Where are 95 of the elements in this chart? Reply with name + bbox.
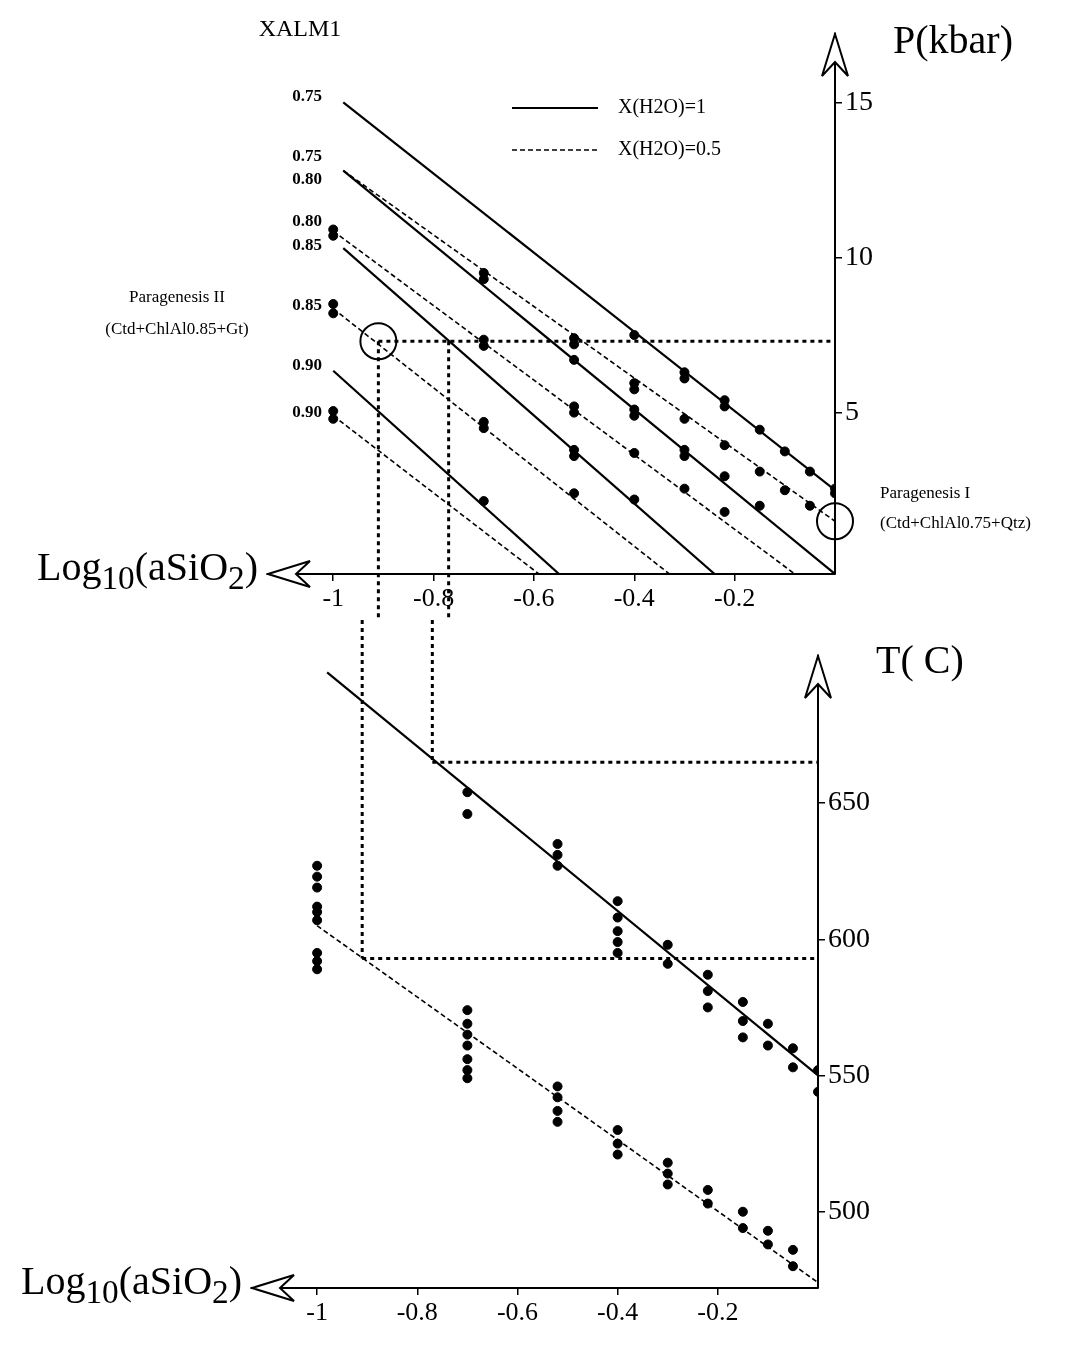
point	[312, 947, 323, 958]
point	[612, 947, 623, 958]
point	[612, 1125, 623, 1135]
x-axis-title: Log$_{10}$(aSiO$_{2}$)	[21, 1257, 243, 1310]
y-tick-label: 5	[845, 394, 859, 426]
point	[328, 308, 339, 319]
point	[762, 1040, 773, 1051]
point	[662, 939, 673, 950]
point	[312, 964, 323, 975]
y-tick-label: 550	[828, 1057, 870, 1089]
point	[612, 1149, 623, 1160]
annotation: 0.75	[292, 146, 322, 166]
x-tick-label: -0.2	[714, 583, 756, 613]
x-tick-label: -1	[306, 1297, 328, 1327]
point	[787, 1062, 798, 1073]
y-tick-label: 500	[828, 1194, 870, 1226]
point	[719, 506, 730, 517]
point	[552, 838, 563, 849]
point	[702, 1002, 713, 1013]
annotation: 0.85	[292, 295, 322, 315]
y-tick-label: 600	[828, 921, 870, 953]
point	[679, 413, 690, 424]
point	[787, 1244, 798, 1255]
point	[552, 1116, 563, 1127]
x-tick-label: -0.2	[697, 1297, 739, 1327]
point	[762, 1225, 773, 1236]
annotation: 0.90	[292, 355, 322, 375]
annotation: XALM1	[258, 15, 342, 42]
point	[569, 488, 580, 499]
point	[612, 912, 623, 923]
legend-label: X(H2O)=1	[618, 95, 706, 119]
point	[679, 451, 690, 462]
point	[462, 1005, 473, 1016]
point	[702, 969, 713, 980]
point	[462, 1040, 473, 1051]
point	[612, 926, 623, 937]
point	[804, 500, 815, 511]
point	[702, 1184, 713, 1195]
point	[478, 496, 489, 507]
point	[552, 849, 563, 860]
point	[552, 1081, 563, 1092]
point	[737, 1032, 748, 1043]
annotation: 0.80	[292, 169, 322, 189]
point	[462, 1018, 473, 1029]
annotation: 0.90	[292, 402, 322, 422]
x-tick-label: -0.8	[413, 583, 455, 613]
point	[312, 882, 323, 893]
point	[737, 1223, 748, 1234]
point	[754, 466, 765, 477]
point	[552, 1105, 563, 1116]
point	[702, 986, 713, 997]
point	[462, 809, 473, 819]
point	[754, 500, 765, 511]
point	[328, 299, 339, 309]
point	[719, 440, 730, 451]
point	[612, 896, 623, 907]
x-tick-label: -0.4	[597, 1297, 639, 1327]
point	[462, 1054, 473, 1065]
text: Paragenesis II (Ctd+ChlAl0.85+Gt)	[105, 287, 249, 339]
x-axis-title: Log$_{10}$(aSiO$_{2}$)	[37, 543, 259, 596]
y-axis-title: P(kbar)	[893, 16, 1013, 62]
point	[662, 1179, 673, 1190]
annotation: 0.80	[292, 211, 322, 231]
y-tick-label: 10	[845, 239, 873, 271]
point	[737, 1016, 748, 1027]
point	[737, 1206, 748, 1217]
point	[787, 1043, 798, 1054]
point	[662, 1157, 673, 1168]
x-tick-label: -0.4	[613, 583, 655, 613]
point	[779, 485, 790, 496]
point	[612, 937, 623, 948]
annotation: 0.75	[292, 86, 322, 106]
x-tick-label: -0.6	[513, 583, 555, 613]
point	[662, 958, 673, 969]
x-tick-label: -0.8	[396, 1297, 438, 1327]
y-tick-label: 650	[828, 785, 870, 817]
point	[629, 447, 640, 458]
point	[312, 915, 323, 926]
point	[737, 996, 748, 1007]
point	[612, 1138, 623, 1149]
x-tick-label: -1	[322, 583, 345, 613]
annotation: 0.85	[292, 235, 322, 255]
legend-label: X(H2O)=0.5	[618, 137, 721, 161]
point	[312, 860, 323, 871]
point	[787, 1261, 798, 1272]
annotation: Paragenesis I (Ctd+ChlAl0.75+Qtz)	[880, 482, 1031, 532]
y-axis-title: T( C)	[876, 636, 964, 682]
point	[462, 1073, 473, 1084]
y-tick-label: 15	[845, 84, 873, 116]
point	[462, 1029, 473, 1040]
point	[312, 871, 323, 882]
point	[679, 483, 690, 494]
point	[719, 471, 730, 482]
x-tick-label: -0.6	[496, 1297, 539, 1327]
point	[762, 1018, 773, 1029]
